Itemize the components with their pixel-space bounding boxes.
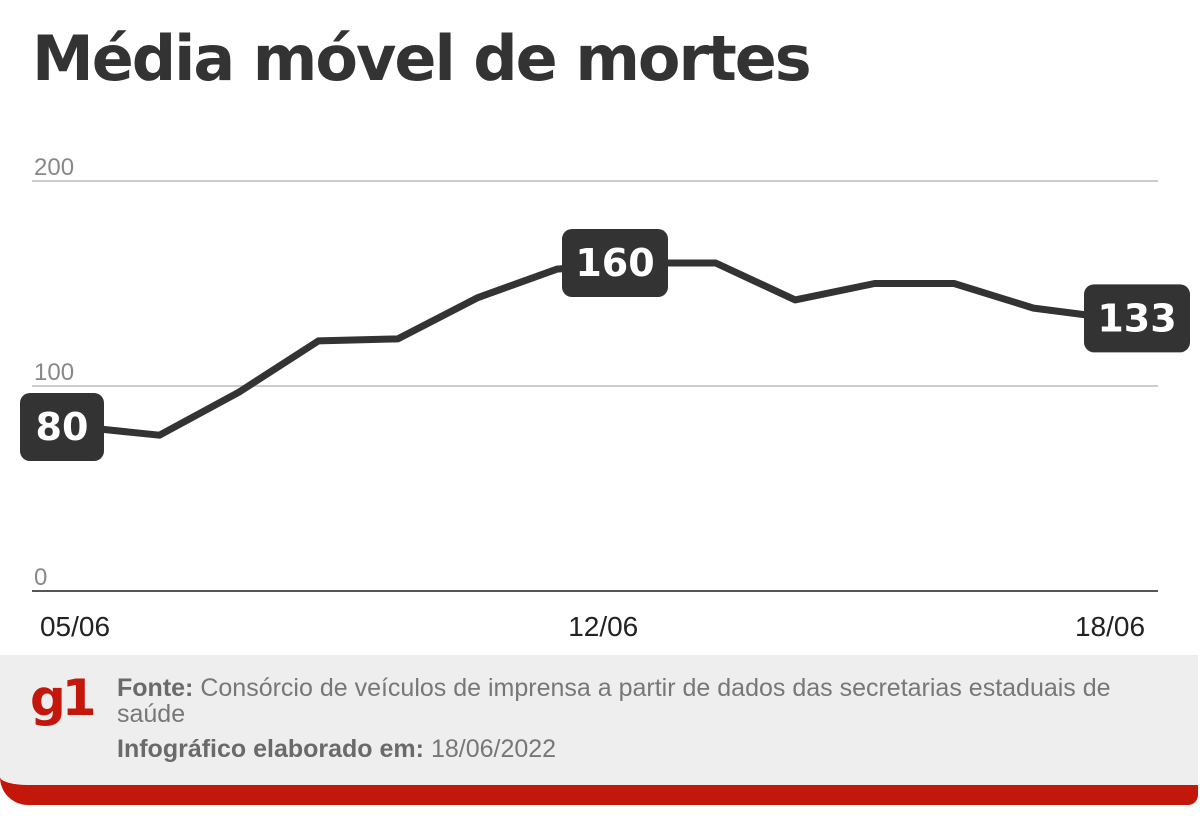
source-value: Consórcio de veículos de imprensa a part… <box>117 674 1111 728</box>
line-chart: 0 100 200 05/06 12/06 18/06 80 160 133 <box>20 154 1190 642</box>
data-label: 160 <box>575 241 654 285</box>
info-label: Infográfico elaborado em: <box>117 735 424 763</box>
footer: g1 Fonte: Consórcio de veículos de impre… <box>0 655 1198 805</box>
source-label: Fonte: <box>117 674 194 702</box>
info-date: 18/06/2022 <box>430 735 557 763</box>
data-label-box <box>1084 284 1190 353</box>
y-tick-label: 0 <box>34 564 47 591</box>
data-label: 133 <box>1097 296 1176 340</box>
chart-title: Média móvel de mortes <box>32 22 812 95</box>
x-tick-label: 12/06 <box>568 611 638 642</box>
y-tick-label: 200 <box>34 154 74 181</box>
x-tick-label: 18/06 <box>1075 611 1145 642</box>
source-text: Fonte: Consórcio de veículos de imprensa… <box>117 675 1137 727</box>
data-label: 80 <box>36 405 89 449</box>
x-tick-label: 05/06 <box>40 611 110 642</box>
g1-logo: g1 <box>30 669 97 727</box>
info-text: Infográfico elaborado em: 18/06/2022 <box>117 735 556 764</box>
y-tick-label: 100 <box>34 359 74 386</box>
data-label-box <box>562 229 668 297</box>
data-label-box <box>20 393 104 461</box>
